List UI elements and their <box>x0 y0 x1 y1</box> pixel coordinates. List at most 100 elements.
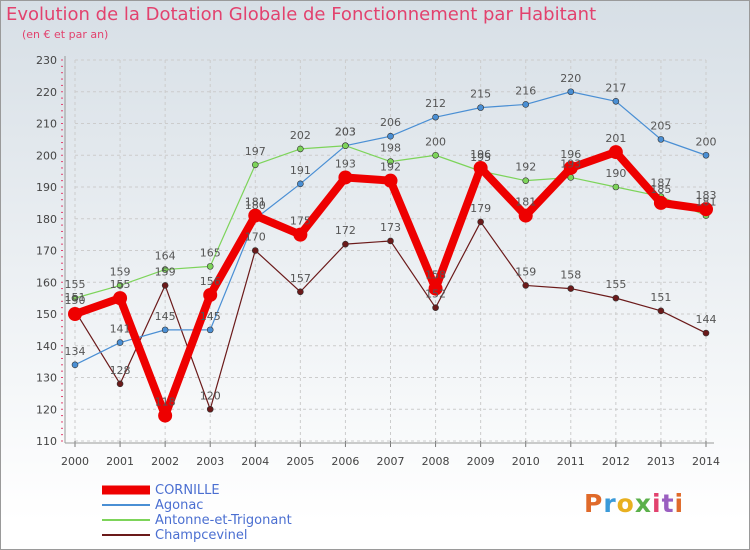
chart-subtitle: (en € et par an) <box>22 28 109 41</box>
data-label: 155 <box>605 278 626 291</box>
data-label: 144 <box>696 313 717 326</box>
data-point <box>432 151 439 159</box>
data-label: 157 <box>290 272 311 285</box>
data-point <box>116 282 124 289</box>
data-label: 118 <box>155 396 176 409</box>
x-tick-label: 2002 <box>151 455 179 468</box>
data-label: 206 <box>380 116 401 129</box>
data-label: 181 <box>696 196 717 209</box>
x-tick-label: 2012 <box>602 455 630 468</box>
x-tick-label: 2006 <box>331 455 359 468</box>
y-tick-label: 200 <box>36 149 57 162</box>
data-label: 158 <box>560 269 581 282</box>
data-point <box>608 145 623 160</box>
data-label: 191 <box>290 164 311 177</box>
data-label: 201 <box>605 132 626 145</box>
data-point <box>699 202 713 217</box>
data-label: 173 <box>380 221 401 234</box>
data-point <box>432 113 439 121</box>
data-point <box>342 240 349 248</box>
data-point <box>71 361 79 369</box>
data-point <box>383 173 398 188</box>
data-point <box>522 177 530 184</box>
x-tick-label: 2000 <box>61 455 89 468</box>
data-label: 181 <box>245 196 266 209</box>
data-point <box>612 183 620 191</box>
data-label: 172 <box>335 224 356 237</box>
data-point <box>612 294 620 302</box>
data-label: 203 <box>335 126 356 139</box>
data-label: 197 <box>245 145 266 158</box>
data-point <box>161 266 169 273</box>
data-point <box>428 281 443 296</box>
x-tick-label: 2008 <box>422 455 450 468</box>
data-label: 200 <box>425 135 446 148</box>
data-label: 217 <box>605 81 626 94</box>
x-tick-label: 2003 <box>196 455 224 468</box>
logo-letter: i <box>674 489 685 518</box>
legend-label-champcevinel: Champcevinel <box>155 528 248 543</box>
data-label: 202 <box>290 129 311 142</box>
data-point <box>338 170 353 185</box>
data-label: 205 <box>650 119 671 132</box>
data-point <box>206 326 214 334</box>
y-tick-label: 210 <box>36 118 57 131</box>
data-point <box>297 288 304 296</box>
chart-title: Evolution de la Dotation Globale de Fonc… <box>6 4 597 25</box>
data-point <box>113 291 128 306</box>
data-label: 193 <box>335 157 356 170</box>
logo-letter: P <box>584 489 604 518</box>
legend-label-antonne-et-trigonant: Antonne-et-Trigonant <box>155 513 292 528</box>
data-label: 170 <box>245 231 266 244</box>
x-tick-label: 2007 <box>377 455 405 468</box>
data-label: 120 <box>200 389 221 402</box>
x-tick-label: 2005 <box>286 455 314 468</box>
data-point <box>68 307 82 321</box>
data-point <box>477 104 484 111</box>
x-tick-label: 2004 <box>241 455 269 468</box>
legend-label-agonac: Agonac <box>155 498 204 513</box>
data-point <box>432 304 439 311</box>
data-label: 128 <box>110 364 131 377</box>
data-label: 220 <box>560 72 581 85</box>
data-label: 200 <box>696 135 717 148</box>
data-point <box>251 161 259 169</box>
data-label: 179 <box>470 202 491 215</box>
data-label: 190 <box>605 167 626 180</box>
data-point <box>206 263 214 270</box>
data-point <box>297 180 304 188</box>
y-tick-label: 130 <box>36 372 57 385</box>
data-point <box>522 101 530 108</box>
data-point <box>563 160 578 175</box>
data-label: 185 <box>650 183 671 196</box>
data-point <box>522 282 530 289</box>
data-label: 183 <box>696 189 717 202</box>
x-tick-label: 2014 <box>692 455 720 468</box>
data-label: 187 <box>650 177 671 190</box>
data-label: 141 <box>110 323 131 336</box>
data-label: 145 <box>200 310 221 323</box>
x-tick-label: 2011 <box>557 455 585 468</box>
data-point <box>657 136 665 143</box>
data-point <box>116 380 124 388</box>
data-label: 159 <box>110 265 131 278</box>
y-tick-label: 140 <box>36 340 57 353</box>
data-point <box>161 282 169 289</box>
data-point <box>71 294 79 302</box>
data-label: 195 <box>470 151 491 164</box>
data-label: 145 <box>155 310 176 323</box>
y-tick-label: 160 <box>36 276 57 289</box>
data-point <box>477 218 484 226</box>
data-label: 164 <box>155 250 176 263</box>
data-point <box>248 208 263 223</box>
data-point <box>653 195 668 210</box>
y-tick-label: 120 <box>36 403 57 416</box>
data-label: 193 <box>560 157 581 170</box>
data-label: 192 <box>380 161 401 174</box>
data-label: 192 <box>515 161 536 174</box>
data-point <box>657 307 665 315</box>
data-point <box>116 339 124 346</box>
data-point <box>387 158 394 165</box>
data-point <box>567 88 575 96</box>
